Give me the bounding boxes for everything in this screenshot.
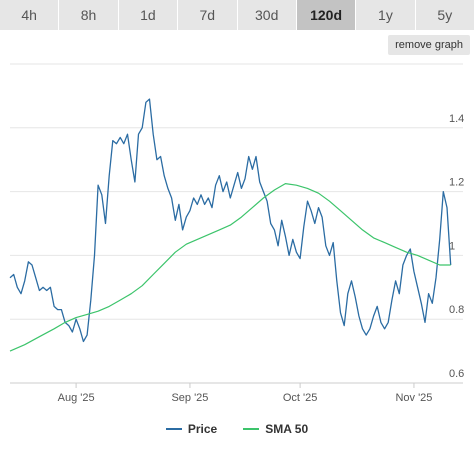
range-button-7d[interactable]: 7d [178,0,238,30]
range-button-1y[interactable]: 1y [356,0,416,30]
y-tick-label: 1 [449,240,455,252]
remove-graph-button[interactable]: remove graph [388,35,470,55]
legend-label-price: Price [187,422,218,436]
series-lines [9,98,452,352]
range-button-120d[interactable]: 120d [296,0,357,30]
y-tick-label: 0.8 [449,304,464,316]
range-button-4h[interactable]: 4h [0,0,60,30]
x-tick-label: Nov '25 [395,392,432,404]
price-chart: 0.6 0.8 1 1.2 1.4 Aug '25 Sep '25 Oct '25 Nov '2… [9,63,464,404]
range-button-30d[interactable]: 30d [237,0,297,30]
time-range-selector: 4h 8h 1d 7d 30d 120d 1y 5y [0,0,474,30]
grid-lines [10,63,463,384]
legend-item-price[interactable]: Price [165,420,218,438]
x-tick-label: Sep '25 [171,392,208,404]
sma-50-line [9,183,451,352]
range-button-8h[interactable]: 8h [59,0,119,30]
price-line [9,98,452,343]
y-tick-label: 0.6 [449,368,464,380]
y-tick-label: 1.4 [449,113,464,125]
legend-item-sma-50[interactable]: SMA 50 [243,420,308,438]
x-tick-label: Oct '25 [283,392,318,404]
legend-swatch-sma-50 [243,428,260,430]
legend-swatch-price [165,428,182,430]
range-button-5y[interactable]: 5y [415,0,474,30]
legend: Price SMA 50 [0,420,474,438]
y-tick-label: 1.2 [449,177,464,189]
range-button-1d[interactable]: 1d [118,0,179,30]
x-tick-label: Aug '25 [58,392,95,404]
legend-label-sma-50: SMA 50 [265,422,309,436]
axes: 0.6 0.8 1 1.2 1.4 Aug '25 Sep '25 Oct '25 Nov '2… [10,113,464,404]
